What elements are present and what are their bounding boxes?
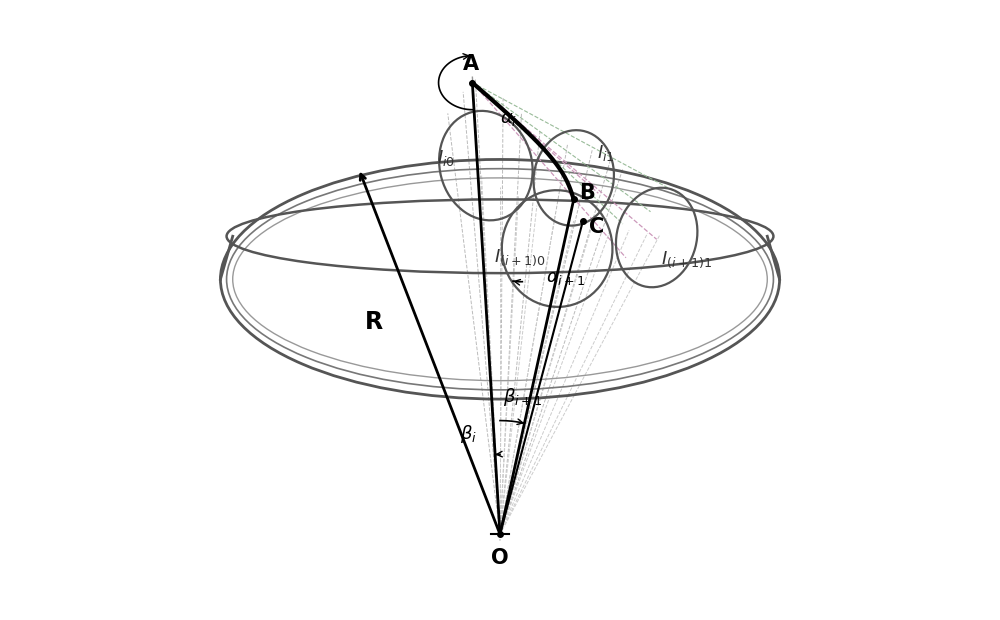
Text: $I_{(i+1)1}$: $I_{(i+1)1}$	[661, 249, 712, 270]
Text: O: O	[491, 547, 509, 568]
Text: $\alpha_{i+1}$: $\alpha_{i+1}$	[546, 269, 586, 287]
Text: $\beta_{i+1}$: $\beta_{i+1}$	[503, 386, 542, 408]
Text: C: C	[589, 217, 604, 237]
Text: $\beta_i$: $\beta_i$	[460, 423, 477, 445]
Text: R: R	[365, 310, 383, 334]
Text: $\alpha_i$: $\alpha_i$	[500, 110, 517, 128]
Text: B: B	[579, 184, 595, 203]
Text: $I_{(i+1)0}$: $I_{(i+1)0}$	[494, 247, 545, 268]
Text: A: A	[463, 54, 479, 74]
Text: $I_{i1}$: $I_{i1}$	[597, 143, 615, 162]
Text: $I_{i0}$: $I_{i0}$	[437, 148, 455, 167]
